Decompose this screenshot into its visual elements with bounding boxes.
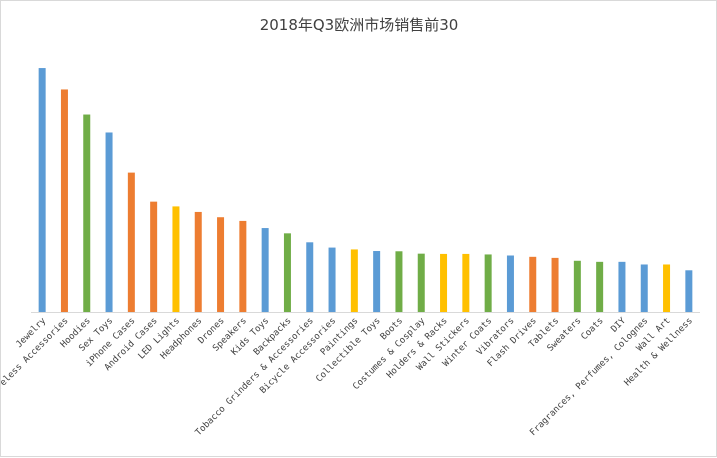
bar-2 bbox=[60, 89, 68, 312]
bar-5 bbox=[127, 172, 135, 312]
bar-20 bbox=[462, 253, 470, 312]
bar-25 bbox=[573, 260, 581, 312]
bar-19 bbox=[440, 253, 448, 312]
bar-28 bbox=[640, 264, 648, 312]
bar-10 bbox=[239, 220, 247, 312]
bar-21 bbox=[484, 254, 492, 312]
bar-14 bbox=[328, 247, 336, 312]
bar-29 bbox=[663, 264, 671, 312]
bar-12 bbox=[283, 233, 291, 312]
x-tick-label-26: Coats bbox=[580, 316, 606, 342]
bar-6 bbox=[150, 201, 158, 312]
bar-9 bbox=[217, 217, 225, 312]
bar-23 bbox=[529, 256, 537, 312]
chart-title: 2018年Q3欧洲市场销售前30 bbox=[260, 16, 459, 34]
bar-27 bbox=[618, 261, 626, 312]
bar-30 bbox=[685, 270, 693, 312]
bar-26 bbox=[596, 261, 604, 312]
bar-22 bbox=[506, 255, 514, 312]
bar-1 bbox=[38, 68, 46, 312]
x-tick-label-27: DIY bbox=[609, 316, 628, 335]
bar-8 bbox=[194, 211, 202, 312]
bar-11 bbox=[261, 228, 269, 312]
bar-13 bbox=[306, 242, 314, 312]
bar-3 bbox=[83, 114, 91, 312]
bar-7 bbox=[172, 206, 180, 312]
bar-4 bbox=[105, 132, 113, 312]
bar-24 bbox=[551, 257, 559, 312]
bar-18 bbox=[417, 253, 425, 312]
bar-group bbox=[38, 68, 693, 312]
bar-15 bbox=[350, 249, 358, 312]
bar-16 bbox=[373, 251, 381, 312]
bar-17 bbox=[395, 251, 403, 312]
